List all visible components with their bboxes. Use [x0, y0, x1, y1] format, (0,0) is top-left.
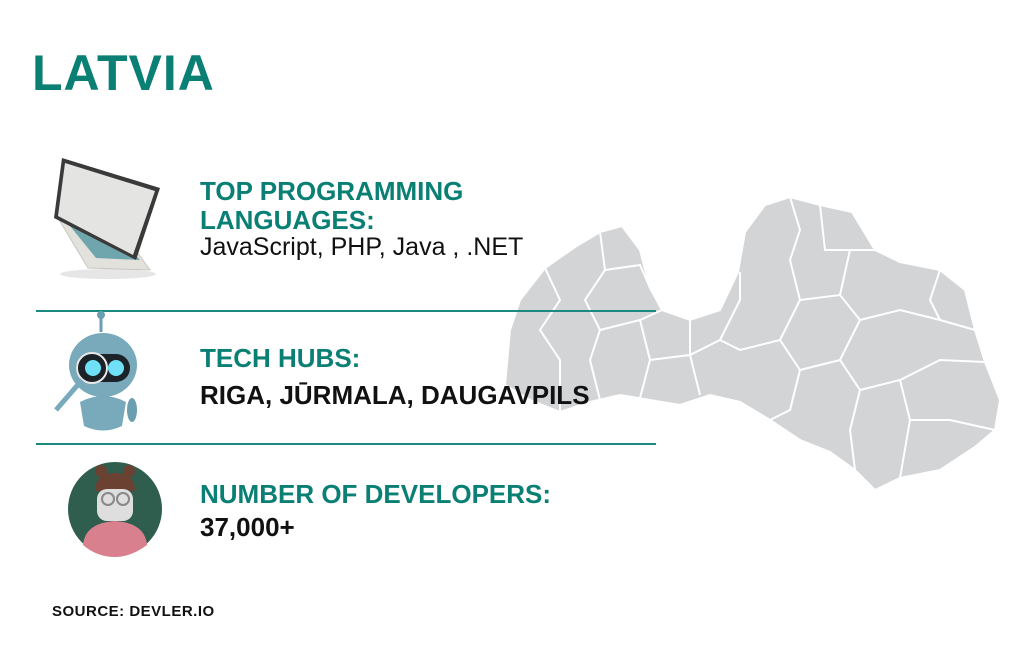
languages-value: JavaScript, PHP, Java , .NET — [200, 233, 524, 261]
languages-heading: TOP PROGRAMMING LANGUAGES: — [200, 177, 463, 235]
languages-heading-line1: TOP PROGRAMMING — [200, 176, 464, 206]
laptop-icon — [48, 158, 168, 288]
latvia-map — [490, 185, 1010, 510]
tech-hubs-heading: TECH HUBS: — [200, 343, 361, 373]
latvia-map-outline — [503, 195, 1002, 492]
page-title: LATVIA — [32, 45, 215, 101]
languages-heading-line2: LANGUAGES: — [200, 205, 375, 235]
developers-value: 37,000+ — [200, 512, 295, 542]
developers-heading: NUMBER OF DEVELOPERS: — [200, 479, 552, 509]
tech-hubs-value: RIGA, JŪRMALA, DAUGAVPILS — [200, 380, 590, 410]
divider — [36, 443, 656, 445]
developer-avatar-icon — [67, 461, 163, 562]
source-note: SOURCE: DEVLER.IO — [52, 603, 215, 620]
robot-icon — [48, 310, 148, 440]
divider — [36, 310, 656, 312]
